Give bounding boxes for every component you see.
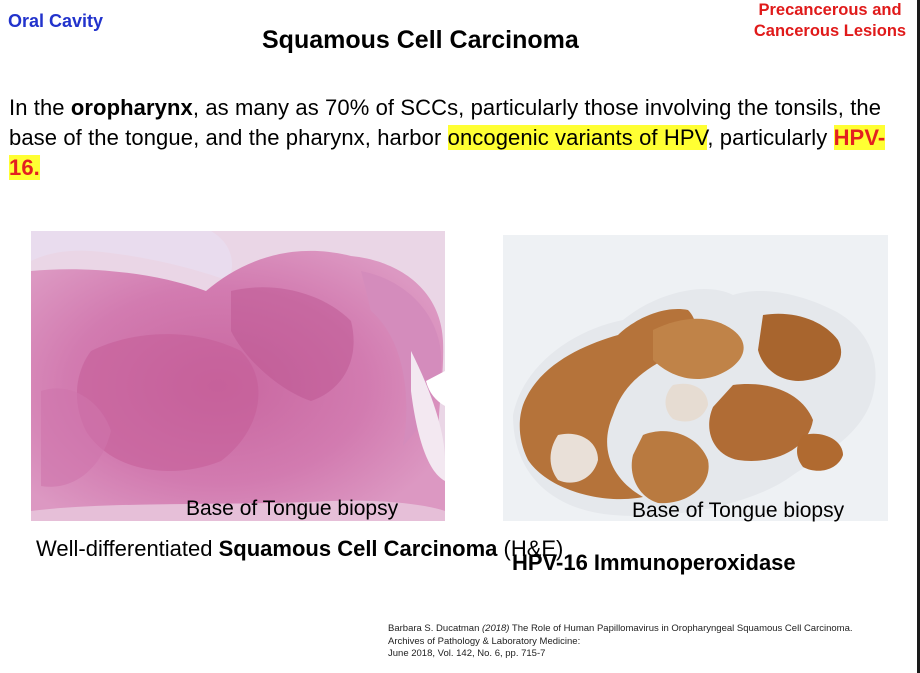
he-caption: Well-differentiated Squamous Cell Carcin… — [36, 534, 563, 563]
section-label: Precancerous and Cancerous Lesions — [753, 1, 907, 40]
he-caption-bold: Squamous Cell Carcinoma — [218, 536, 498, 561]
citation-year: (2018) — [482, 623, 510, 634]
he-caption-post: (H&E) — [497, 536, 564, 561]
citation-journal: Archives of Pathology & Laboratory Medic… — [388, 635, 581, 647]
ihc-micrograph — [503, 235, 888, 521]
he-caption-pre: Well-differentiated — [36, 536, 219, 561]
body-paragraph: In the oropharynx, as many as 70% of SCC… — [9, 93, 889, 183]
body-term-oropharynx: oropharynx — [70, 95, 193, 120]
citation-title: The Role of Human Papillomavirus in Orop… — [509, 623, 853, 634]
citation: Barbara S. Ducatman (2018) The Role of H… — [388, 623, 918, 661]
ihc-image-label: Base of Tongue biopsy — [632, 499, 845, 522]
citation-line-1: Barbara S. Ducatman (2018) The Role of H… — [388, 623, 918, 636]
body-text-2: , as many as 70% of SCCs, particularly t… — [9, 95, 882, 150]
ihc-caption: HPV-16 Immunoperoxidase — [512, 550, 796, 575]
body-text-1: In the — [9, 95, 71, 120]
he-image-label: Base of Tongue biopsy — [186, 497, 399, 520]
topic-label: Oral Cavity — [8, 11, 104, 31]
citation-volume: June 2018, Vol. 142, No. 6, pp. 715-7 — [388, 648, 546, 659]
highlight-oncogenic-hpv: oncogenic variants of HPV — [447, 125, 708, 150]
slide-right-border — [917, 0, 920, 673]
slide-title: Squamous Cell Carcinoma — [262, 26, 579, 54]
he-micrograph — [31, 231, 445, 521]
citation-author: Barbara S. Ducatman — [388, 623, 480, 634]
body-text-3: , particularly — [707, 125, 834, 150]
